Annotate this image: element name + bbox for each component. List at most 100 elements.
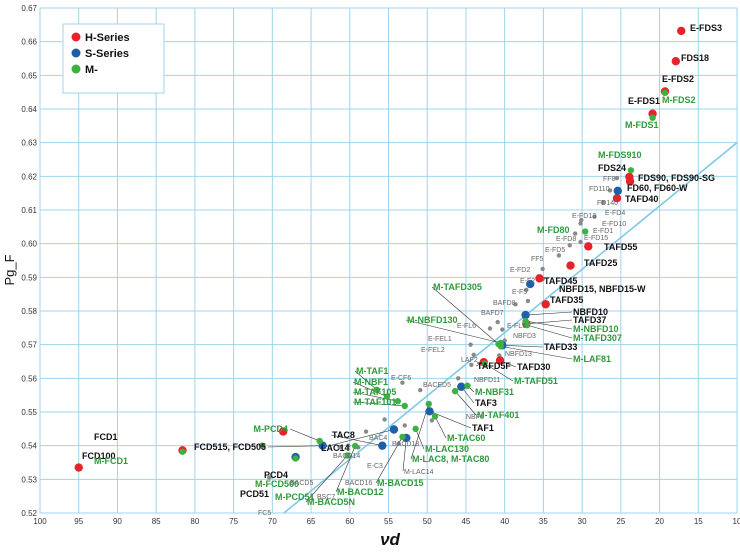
- point-label: M-LAF81: [573, 354, 611, 364]
- y-tick-label: 0.66: [21, 38, 37, 47]
- point-label: TAFD33: [544, 342, 577, 352]
- y-tick-label: 0.56: [21, 374, 37, 383]
- point-other: [487, 326, 493, 331]
- point-M: [259, 442, 266, 449]
- y-tick-label: 0.54: [21, 442, 37, 451]
- leader-line: [484, 363, 514, 382]
- leader-line: [335, 445, 356, 493]
- point-label: M-NBF31: [475, 387, 514, 397]
- point-label: BACD5: [290, 480, 313, 487]
- point-label: FD60, FD60-W: [627, 183, 688, 193]
- leader-line: [525, 320, 573, 330]
- y-tick-label: 0.63: [21, 139, 37, 148]
- leader-line: [352, 391, 398, 402]
- point-other: [572, 231, 578, 236]
- point-other: [267, 475, 272, 480]
- point-label: M-LAC130: [425, 444, 469, 454]
- x-tick-label: 35: [539, 517, 548, 526]
- point-other: [495, 319, 500, 325]
- point-M: [523, 321, 531, 329]
- point-other: [524, 287, 529, 292]
- point-label: E-FDS1: [628, 96, 660, 106]
- x-tick-label: 85: [152, 517, 161, 526]
- point-M: [316, 437, 323, 445]
- point-H: [612, 194, 622, 203]
- point-label: M-FDS910: [598, 150, 642, 160]
- point-label: NBFD15, NBFD15-W: [559, 284, 646, 294]
- point-label: LAF2: [461, 357, 478, 364]
- x-tick-label: 30: [578, 517, 587, 526]
- point-label: TAFD5F: [477, 361, 511, 371]
- point-M: [425, 400, 432, 408]
- point-other: [337, 445, 342, 450]
- y-tick-label: 0.67: [21, 4, 37, 13]
- point-H: [677, 26, 686, 36]
- point-label: FC5: [258, 510, 271, 517]
- point-M: [399, 433, 406, 441]
- point-other: [500, 327, 505, 332]
- point-label: TAFD30: [517, 362, 550, 372]
- point-label: E-F5: [512, 289, 527, 296]
- leader-line: [352, 381, 388, 397]
- point-other: [456, 376, 461, 381]
- x-tick-label: 10: [733, 517, 740, 526]
- point-label: M-TAF1: [356, 366, 388, 376]
- point-label: NBFD11: [474, 377, 500, 384]
- normal-line-segment: [283, 142, 738, 514]
- y-tick-label: 0.60: [21, 240, 37, 249]
- legend-marker-M: [71, 64, 81, 74]
- point-label: M-TAFD305: [433, 282, 482, 292]
- leader-line: [431, 286, 499, 345]
- x-tick-label: 75: [229, 517, 238, 526]
- point-M: [373, 386, 381, 393]
- point-label: E-FD1: [593, 228, 613, 235]
- point-other: [468, 342, 473, 347]
- point-H: [535, 274, 544, 283]
- point-label: BAFD8: [493, 300, 516, 307]
- point-M: [401, 402, 408, 410]
- y-tick-label: 0.64: [21, 105, 37, 114]
- point-M: [497, 343, 504, 350]
- point-other: [402, 423, 407, 428]
- point-label: NBFD10: [573, 307, 608, 317]
- leader-line: [500, 346, 573, 360]
- point-other: [418, 387, 423, 393]
- point-label: M-TAF401: [477, 410, 519, 420]
- point-other: [592, 214, 597, 219]
- point-label: BACD16: [345, 480, 372, 487]
- point-other: [600, 200, 606, 205]
- y-tick-label: 0.57: [21, 341, 37, 350]
- point-label: NBF1: [466, 414, 484, 421]
- point-label: M-BACD12: [337, 487, 384, 497]
- tick-labels: 100 95 90 85 80 75 70 65 60 55 50 45 40 35 30 25 20 15 10 0…: [21, 4, 740, 526]
- point-label: M-TAFD51: [514, 376, 558, 386]
- point-other: [400, 380, 405, 385]
- y-tick-label: 0.53: [21, 475, 37, 484]
- x-tick-label: 60: [345, 517, 354, 526]
- point-label: FCD515, FCD505: [194, 442, 266, 452]
- point-label: TAFD45: [544, 276, 577, 286]
- point-labels: FCD100 FCD1 M-FCD1 PCD51 M-PCD51 M-FCD500PCD4…: [82, 23, 722, 517]
- point-label: LAC14: [321, 443, 350, 453]
- point-M: [661, 89, 669, 97]
- point-label: FDS24: [598, 163, 626, 173]
- point-other: [567, 243, 572, 248]
- point-label: NBFD13: [505, 351, 532, 358]
- legend-label: S-Series: [85, 48, 129, 60]
- x-tick-label: 25: [616, 517, 625, 526]
- x-tick-label: 20: [655, 517, 664, 526]
- point-other: [363, 429, 369, 434]
- point-label: TAFD55: [604, 242, 637, 252]
- point-label: BAC4: [369, 435, 387, 442]
- point-label: BAFD7: [481, 310, 504, 317]
- point-M: [481, 360, 488, 367]
- point-other: [525, 298, 531, 304]
- x-tick-label: 15: [694, 517, 703, 526]
- leader-line: [526, 319, 573, 325]
- point-other: [471, 352, 476, 357]
- point-label: FF8: [603, 176, 616, 183]
- point-label: FDS90, FDS90-SG: [638, 173, 715, 183]
- x-tick-label: 45: [461, 517, 470, 526]
- point-other: [540, 266, 545, 272]
- leader-line: [289, 428, 320, 442]
